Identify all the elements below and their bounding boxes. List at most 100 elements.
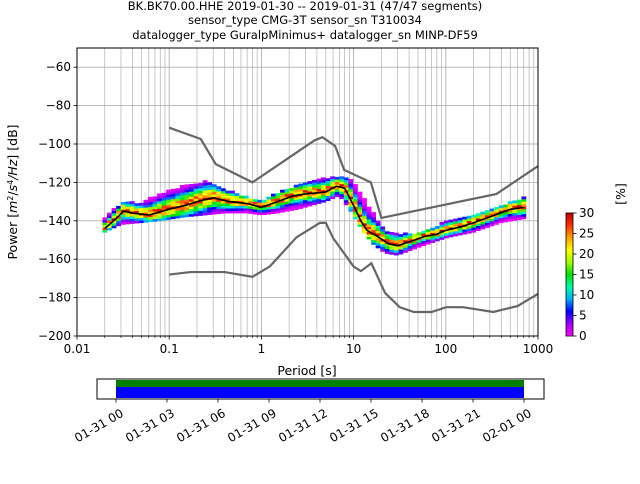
histogram-cell [189,196,194,200]
histogram-cell [403,249,408,253]
histogram-cell [125,211,131,215]
histogram-cell [170,201,176,205]
histogram-cell [321,199,326,203]
histogram-cell [202,182,208,186]
histogram-cell [311,179,317,183]
histogram-cell [334,186,340,190]
histogram-cell [348,178,354,182]
histogram-cell [407,238,413,242]
histogram-cell [302,202,308,206]
histogram-cell [298,183,304,187]
histogram-cell [384,238,390,242]
histogram-cell [125,209,131,212]
histogram-cell [503,204,509,208]
histogram-cell [284,203,290,207]
histogram-cell [425,241,431,245]
histogram-cell [148,199,153,203]
y-tick-label: −100 [38,137,71,151]
histogram-cell [229,203,235,206]
histogram-cell [216,201,222,205]
histogram-cell [494,211,499,215]
histogram-cell [407,235,413,239]
histogram-cell [343,194,349,198]
histogram-cell [407,243,413,247]
histogram-cell [125,219,131,222]
histogram-cell [116,205,121,209]
histogram-cell [503,214,509,218]
histogram-cell [471,224,477,228]
histogram-cell [266,199,272,202]
histogram-cell [293,199,299,203]
histogram-cell [384,248,390,252]
histogram-cell [375,225,381,229]
nhnm-curve [168,126,539,220]
histogram-cell [325,198,331,202]
histogram-cell [211,206,217,210]
histogram-cell [389,231,395,235]
histogram-cell [498,212,504,216]
histogram-cell [375,223,381,226]
histogram-cell [193,191,199,194]
histogram-cell [179,202,185,206]
histogram-cell [202,202,208,206]
histogram-cell [503,207,509,210]
histogram-cell [311,202,317,206]
histogram-cell [352,184,358,187]
histogram-cell [471,217,477,221]
histogram-cell [393,247,399,251]
colorbar-tick-label: 10 [579,288,594,302]
histogram-cell [412,241,417,245]
histogram-cell [275,203,281,206]
histogram-cell [198,188,203,191]
histogram-cell [348,186,354,190]
histogram-cell [348,181,354,185]
histogram-cell [494,209,499,213]
histogram-cell [343,179,349,183]
histogram-cell [330,181,336,185]
histogram-cell [321,192,326,196]
histogram-cell [330,188,336,192]
histogram-cell [270,198,276,202]
histogram-cell [357,211,363,215]
histogram-cell [225,198,231,201]
histogram-cell [293,192,299,195]
histogram-cell [211,184,217,188]
title-line-3: datalogger_type GuralpMinimus+ datalogge… [132,28,478,42]
histogram-cell [325,185,331,189]
histogram-cell [107,215,112,218]
histogram-cell [111,213,117,216]
histogram-cell [430,235,436,238]
histogram-cell [430,240,436,243]
histogram-cell [521,198,527,202]
histogram-cell [425,236,431,240]
histogram-cell [216,211,222,215]
histogram-cell [179,212,185,216]
histogram-cell [175,200,181,204]
histogram-cell [393,250,399,253]
histogram-cell [184,191,190,195]
histogram-cell [266,196,272,200]
histogram-cell [380,226,386,230]
histogram-cell [444,232,449,236]
histogram-cell [261,212,267,216]
histogram-cell [366,234,372,237]
histogram-cell [330,176,336,180]
histogram-cell [116,210,121,214]
histogram-cell [202,187,208,191]
histogram-cell [125,221,131,225]
histogram-cell [161,207,167,211]
histogram-cell [166,209,172,213]
histogram-cell [521,216,527,220]
histogram-cell [512,202,518,206]
histogram-cell [184,214,190,218]
histogram-cell [125,214,131,217]
histogram-cell [175,188,181,191]
histogram-cell [166,189,172,193]
histogram-cell [229,210,235,214]
histogram-cell [489,216,495,219]
histogram-cell [316,181,322,184]
histogram-cell [216,186,222,190]
histogram-cell [225,193,231,196]
histogram-cell [125,206,131,210]
